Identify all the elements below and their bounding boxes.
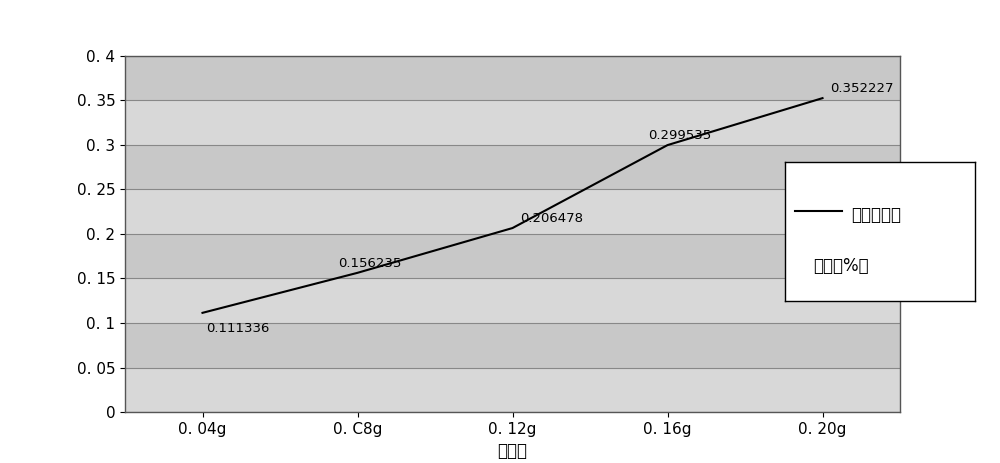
Text: 0.206478: 0.206478 bbox=[520, 212, 583, 225]
Bar bbox=[125, 189, 900, 234]
Text: 肿瘤细抑抑: 肿瘤细抑抑 bbox=[852, 206, 902, 224]
Text: 制率（%）: 制率（%） bbox=[814, 257, 869, 275]
Text: 0.111336: 0.111336 bbox=[206, 322, 270, 336]
Bar bbox=[125, 368, 900, 412]
Bar bbox=[125, 278, 900, 323]
X-axis label: 加酶量: 加酶量 bbox=[498, 442, 528, 460]
Bar bbox=[125, 100, 900, 144]
Text: 0.299535: 0.299535 bbox=[648, 129, 711, 142]
Text: 0.156235: 0.156235 bbox=[338, 257, 402, 269]
Text: 0.352227: 0.352227 bbox=[830, 82, 894, 95]
